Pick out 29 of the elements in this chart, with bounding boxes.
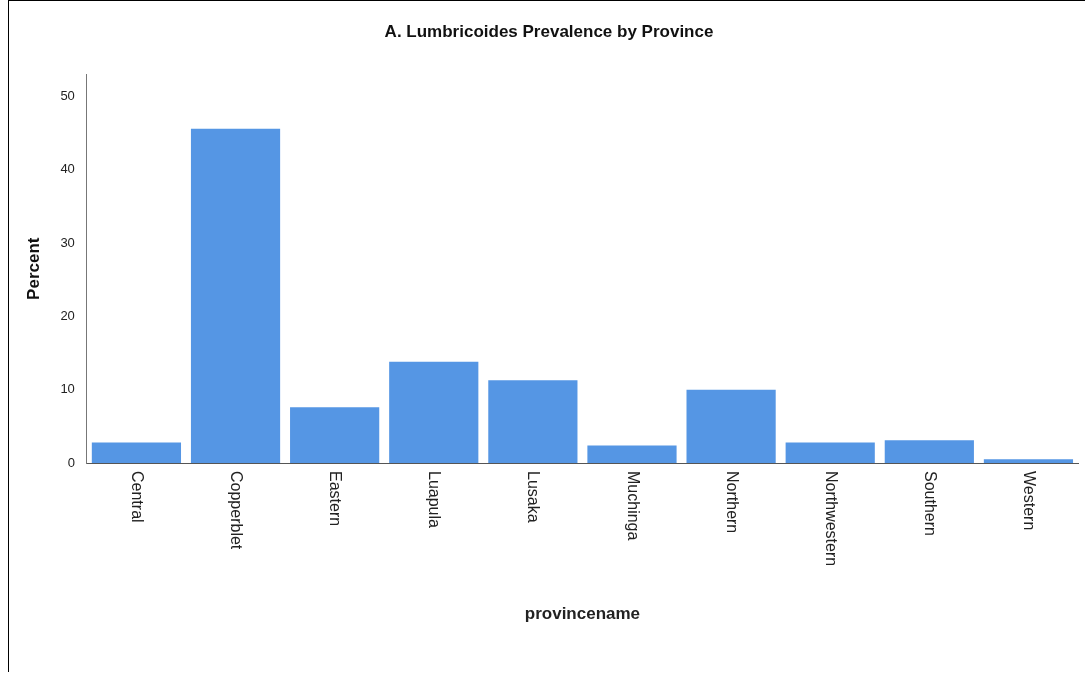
x-tick-label: Northwestern [822, 471, 840, 567]
x-tick-label: Central [129, 471, 147, 523]
bar [884, 440, 974, 463]
x-tick-label: Muchinga [624, 471, 642, 541]
y-tick-label: 10 [60, 381, 75, 397]
y-tick-label: 40 [60, 161, 75, 177]
bar [587, 445, 677, 463]
y-tick-label: 20 [60, 307, 75, 323]
bar [91, 442, 182, 463]
x-tick-label: Southern [921, 471, 939, 536]
x-tick-label: Lusaka [525, 471, 543, 523]
x-tick-label: Copperblet [228, 471, 246, 550]
bar [389, 361, 479, 463]
y-tick-label: 30 [60, 234, 75, 250]
bar [983, 459, 1074, 463]
bar [488, 380, 578, 463]
y-tick-label: 0 [67, 454, 75, 470]
bar [785, 442, 875, 463]
x-tick-label: Luapula [426, 471, 444, 529]
bar [190, 128, 281, 463]
y-axis-title: Percent [23, 237, 43, 300]
x-axis-title: provincename [524, 603, 641, 623]
x-tick-label: Eastern [327, 471, 345, 527]
chart-title: A. Lumbricoides Prevalence by Province [384, 21, 714, 41]
y-tick-label: 50 [60, 87, 75, 103]
bar [686, 389, 776, 463]
x-tick-label: Northern [723, 471, 741, 534]
bar [290, 407, 380, 463]
x-tick-label: Western [1021, 471, 1039, 531]
